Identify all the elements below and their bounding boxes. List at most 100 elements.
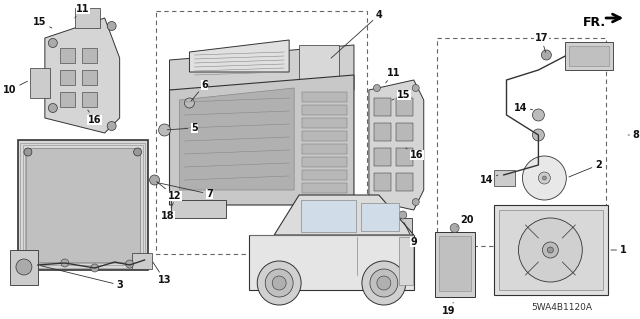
Circle shape: [362, 261, 406, 305]
Circle shape: [399, 211, 407, 219]
Circle shape: [541, 50, 552, 60]
Bar: [26, 147, 140, 263]
Text: 17: 17: [534, 33, 548, 52]
Text: FR.: FR.: [583, 16, 606, 28]
Text: 20: 20: [457, 215, 474, 226]
Text: 4: 4: [331, 10, 382, 58]
Bar: [60, 48, 75, 63]
Circle shape: [377, 276, 391, 290]
Bar: [302, 170, 347, 180]
Bar: [18, 140, 148, 270]
Circle shape: [107, 122, 116, 130]
Polygon shape: [189, 40, 289, 72]
Text: 11: 11: [386, 68, 401, 83]
Circle shape: [16, 259, 32, 275]
Circle shape: [159, 124, 170, 136]
Circle shape: [532, 129, 545, 141]
Circle shape: [24, 148, 32, 156]
Bar: [302, 144, 347, 154]
Circle shape: [522, 156, 566, 200]
Text: 2: 2: [569, 160, 602, 177]
Bar: [60, 70, 75, 85]
Circle shape: [134, 254, 141, 262]
Text: 7: 7: [157, 182, 212, 199]
Circle shape: [150, 175, 159, 185]
Bar: [438, 236, 470, 291]
Polygon shape: [170, 45, 354, 90]
Circle shape: [547, 247, 554, 253]
Bar: [132, 253, 152, 269]
Bar: [435, 232, 475, 297]
Circle shape: [412, 85, 419, 92]
Polygon shape: [369, 80, 424, 210]
Bar: [10, 250, 38, 285]
Bar: [302, 183, 347, 193]
Text: 15: 15: [392, 90, 410, 100]
Text: 10: 10: [3, 81, 28, 95]
Polygon shape: [45, 18, 120, 133]
Bar: [26, 148, 140, 262]
Text: 16: 16: [88, 110, 102, 125]
Circle shape: [134, 148, 141, 156]
Text: 19: 19: [442, 302, 456, 316]
Text: 15: 15: [33, 17, 52, 28]
Bar: [361, 203, 399, 231]
Bar: [302, 118, 347, 128]
Bar: [374, 173, 391, 191]
Circle shape: [49, 103, 58, 113]
Circle shape: [107, 21, 116, 31]
Text: 16: 16: [406, 148, 424, 160]
Circle shape: [373, 85, 380, 92]
Bar: [301, 200, 356, 232]
Bar: [75, 8, 100, 28]
Bar: [493, 205, 608, 295]
Polygon shape: [179, 88, 294, 190]
Circle shape: [370, 269, 398, 297]
Text: 1: 1: [611, 245, 627, 255]
Bar: [23, 145, 143, 265]
Bar: [20, 143, 145, 268]
Bar: [60, 92, 75, 107]
Circle shape: [24, 254, 32, 262]
Text: 12: 12: [157, 182, 181, 201]
Circle shape: [532, 109, 545, 121]
Bar: [172, 200, 227, 218]
Circle shape: [518, 218, 582, 282]
Bar: [499, 210, 604, 290]
Text: 9: 9: [404, 222, 417, 247]
Bar: [30, 68, 50, 98]
Text: 5: 5: [167, 123, 198, 133]
Bar: [394, 218, 412, 248]
Circle shape: [542, 242, 558, 258]
Text: 14: 14: [514, 103, 532, 113]
Text: 3: 3: [40, 266, 123, 290]
Bar: [28, 150, 138, 260]
Circle shape: [91, 264, 99, 272]
Bar: [374, 148, 391, 166]
Bar: [396, 98, 413, 116]
Circle shape: [412, 198, 419, 205]
Text: 18: 18: [161, 203, 174, 221]
Text: 6: 6: [191, 80, 208, 101]
Bar: [570, 46, 609, 66]
Circle shape: [538, 172, 550, 184]
Bar: [399, 237, 413, 285]
Polygon shape: [170, 75, 354, 205]
Bar: [396, 173, 413, 191]
Bar: [299, 45, 339, 80]
Bar: [82, 70, 97, 85]
Bar: [565, 42, 613, 70]
Bar: [374, 98, 391, 116]
Bar: [302, 105, 347, 115]
Bar: [374, 123, 391, 141]
Bar: [396, 123, 413, 141]
Polygon shape: [274, 195, 414, 235]
Bar: [396, 148, 413, 166]
Text: 5WA4B1120A: 5WA4B1120A: [531, 303, 592, 313]
Text: 11: 11: [75, 4, 90, 18]
Circle shape: [257, 261, 301, 305]
Bar: [302, 131, 347, 141]
Circle shape: [49, 39, 58, 48]
Circle shape: [125, 260, 134, 268]
Circle shape: [61, 259, 68, 267]
